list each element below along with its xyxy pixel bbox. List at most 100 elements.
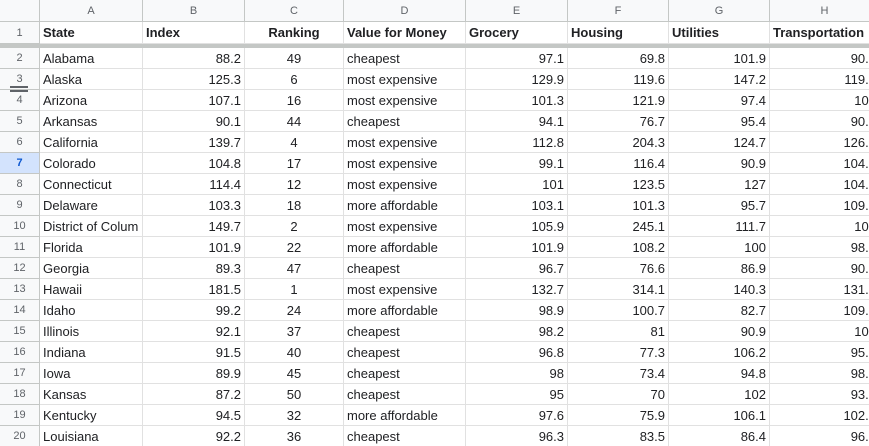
header-cell[interactable]: Transportation — [770, 22, 869, 44]
cell[interactable]: 98.9 — [466, 300, 568, 321]
cell[interactable]: 22 — [245, 237, 344, 258]
cell[interactable]: cheapest — [344, 111, 466, 132]
cell[interactable]: 89.9 — [143, 363, 245, 384]
cell[interactable]: 140.3 — [669, 279, 770, 300]
row-header[interactable]: 20 — [0, 426, 40, 446]
cell[interactable]: Louisiana — [40, 426, 143, 446]
cell[interactable]: 106.2 — [669, 342, 770, 363]
cell[interactable]: 100.7 — [568, 300, 669, 321]
cell[interactable]: 90.3 — [770, 111, 869, 132]
cell[interactable]: 129.9 — [466, 69, 568, 90]
cell[interactable]: 75.9 — [568, 405, 669, 426]
cell[interactable]: 36 — [245, 426, 344, 446]
cell[interactable]: 90.9 — [770, 258, 869, 279]
cell[interactable]: cheapest — [344, 426, 466, 446]
cell[interactable]: 96.3 — [466, 426, 568, 446]
cell[interactable]: 76.7 — [568, 111, 669, 132]
cell[interactable]: most expensive — [344, 153, 466, 174]
cell[interactable]: 94.1 — [466, 111, 568, 132]
row-header[interactable]: 16 — [0, 342, 40, 363]
cell[interactable]: 111.7 — [669, 216, 770, 237]
cell[interactable]: 32 — [245, 405, 344, 426]
cell[interactable]: 2 — [245, 216, 344, 237]
cell[interactable]: California — [40, 132, 143, 153]
cell[interactable]: 92.1 — [143, 321, 245, 342]
cell[interactable]: 17 — [245, 153, 344, 174]
row-header[interactable]: 14 — [0, 300, 40, 321]
cell[interactable]: 99.2 — [143, 300, 245, 321]
column-header[interactable]: F — [568, 0, 669, 22]
cell[interactable]: District of Colum — [40, 216, 143, 237]
cell[interactable]: 119.6 — [568, 69, 669, 90]
cell[interactable]: 6 — [245, 69, 344, 90]
cell[interactable]: 147.2 — [669, 69, 770, 90]
cell[interactable]: 89.3 — [143, 258, 245, 279]
cell[interactable]: 96.8 — [770, 426, 869, 446]
cell[interactable]: 86.9 — [669, 258, 770, 279]
cell[interactable]: most expensive — [344, 69, 466, 90]
cell[interactable]: 124.7 — [669, 132, 770, 153]
row-header[interactable]: 18 — [0, 384, 40, 405]
cell[interactable]: 37 — [245, 321, 344, 342]
cell[interactable]: 101.3 — [466, 90, 568, 111]
cell[interactable]: 97.1 — [466, 48, 568, 69]
cell[interactable]: 73.4 — [568, 363, 669, 384]
cell[interactable]: 94.5 — [143, 405, 245, 426]
row-header[interactable]: 17 — [0, 363, 40, 384]
cell[interactable]: 87.2 — [143, 384, 245, 405]
cell[interactable]: 101.9 — [466, 237, 568, 258]
cell[interactable]: Arkansas — [40, 111, 143, 132]
cell[interactable]: Colorado — [40, 153, 143, 174]
cell[interactable]: 90.9 — [669, 153, 770, 174]
cell[interactable]: most expensive — [344, 279, 466, 300]
cell[interactable]: 12 — [245, 174, 344, 195]
row-header[interactable]: 5 — [0, 111, 40, 132]
cell[interactable]: 106.1 — [669, 405, 770, 426]
column-header[interactable]: H — [770, 0, 869, 22]
cell[interactable]: 50 — [245, 384, 344, 405]
cell[interactable]: more affordable — [344, 237, 466, 258]
cell[interactable]: 96.8 — [466, 342, 568, 363]
row-header[interactable]: 8 — [0, 174, 40, 195]
cell[interactable]: 18 — [245, 195, 344, 216]
cell[interactable]: 112.8 — [466, 132, 568, 153]
cell[interactable]: 109.3 — [770, 195, 869, 216]
cell[interactable]: cheapest — [344, 342, 466, 363]
cell[interactable]: 102 — [669, 384, 770, 405]
cell[interactable]: Iowa — [40, 363, 143, 384]
cell[interactable]: 123.5 — [568, 174, 669, 195]
cell[interactable]: 101 — [466, 174, 568, 195]
cell[interactable]: 98.1 — [770, 363, 869, 384]
corner[interactable] — [0, 0, 40, 22]
cell[interactable]: 81 — [568, 321, 669, 342]
column-header[interactable]: B — [143, 0, 245, 22]
cell[interactable]: Idaho — [40, 300, 143, 321]
header-cell[interactable]: Grocery — [466, 22, 568, 44]
cell[interactable]: 98.2 — [466, 321, 568, 342]
cell[interactable]: 49 — [245, 48, 344, 69]
cell[interactable]: 245.1 — [568, 216, 669, 237]
cell[interactable]: 95.4 — [669, 111, 770, 132]
cell[interactable]: 95.7 — [669, 195, 770, 216]
cell[interactable]: 97.4 — [669, 90, 770, 111]
cell[interactable]: 97.6 — [466, 405, 568, 426]
cell[interactable]: 126.1 — [770, 132, 869, 153]
cell[interactable]: 149.7 — [143, 216, 245, 237]
cell[interactable]: 139.7 — [143, 132, 245, 153]
cell[interactable]: 45 — [245, 363, 344, 384]
column-header[interactable]: C — [245, 0, 344, 22]
cell[interactable]: more affordable — [344, 300, 466, 321]
cell[interactable]: 121.9 — [568, 90, 669, 111]
cell[interactable]: Illinois — [40, 321, 143, 342]
cell[interactable]: 181.5 — [143, 279, 245, 300]
cell[interactable]: 91.5 — [143, 342, 245, 363]
cell[interactable]: 95.6 — [770, 342, 869, 363]
cell[interactable]: Delaware — [40, 195, 143, 216]
cell[interactable]: 107 — [770, 216, 869, 237]
cell[interactable]: 69.8 — [568, 48, 669, 69]
cell[interactable]: 107.1 — [143, 90, 245, 111]
cell[interactable]: 105.9 — [466, 216, 568, 237]
cell[interactable]: 103.3 — [143, 195, 245, 216]
cell[interactable]: 4 — [245, 132, 344, 153]
row-header[interactable]: 13 — [0, 279, 40, 300]
